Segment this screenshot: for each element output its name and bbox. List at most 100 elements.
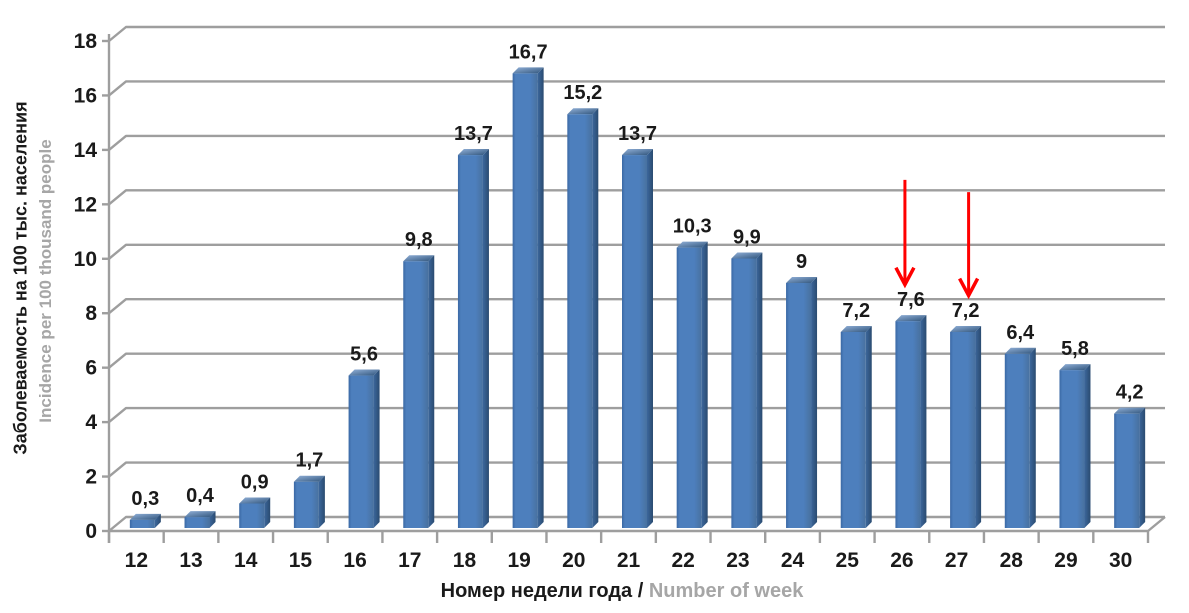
annotation-arrow-week-27: [958, 192, 980, 300]
gridline: [108, 461, 1165, 478]
x-tick-label: 15: [289, 549, 313, 572]
y-tick-label: 14: [74, 139, 98, 162]
bar-side-face: [373, 369, 380, 528]
bar-week-17: [403, 255, 435, 528]
annotation-arrow-week-26: [894, 179, 916, 289]
bar-top-face: [457, 149, 489, 156]
x-tick-label: 30: [1109, 549, 1132, 572]
bar-week-18: [457, 149, 489, 529]
bar-top-face: [512, 67, 544, 74]
arrow-head: [894, 266, 916, 289]
x-axis-title-english: Number of week: [648, 580, 804, 602]
bar-side-face: [154, 513, 161, 528]
bar-value-label: 7,2: [842, 300, 870, 322]
y-tick-label: 12: [74, 193, 97, 216]
bar-value-label: 7,2: [952, 300, 980, 322]
bar-top-face: [403, 255, 435, 262]
x-tick-label: 23: [726, 549, 749, 572]
gridline: [108, 80, 1165, 97]
x-tick-label: 26: [890, 549, 913, 572]
x-tick-label: 12: [125, 549, 148, 572]
x-axis-title: Номер недели года / Number of week: [441, 580, 804, 603]
bar-side-face: [701, 241, 708, 528]
bar-side-face: [592, 108, 599, 528]
y-tick-label: 8: [85, 302, 97, 325]
bar-front-face: [293, 481, 319, 528]
gridline: [108, 243, 1165, 260]
bar-top-face: [239, 497, 271, 504]
x-tick-label: 14: [234, 549, 258, 572]
bar-top-face: [840, 326, 872, 332]
bar-week-23: [731, 252, 763, 528]
bar-front-face: [348, 375, 374, 528]
bar-week-22: [676, 241, 708, 528]
gridline: [108, 189, 1165, 206]
bar-top-face: [348, 369, 380, 376]
bar-week-24: [786, 277, 818, 528]
y-axis-title-russian: Заболеваемость на 100 тыс. населения: [10, 101, 31, 455]
bar-value-label: 4,2: [1116, 382, 1144, 404]
bar-front-face: [512, 73, 538, 528]
bar-value-label: 16,7: [509, 41, 548, 63]
x-tick-label: 16: [343, 549, 366, 572]
bar-front-face: [184, 517, 210, 528]
bar-top-face: [731, 252, 763, 259]
bar-front-face: [567, 114, 593, 528]
bar-top-face: [1004, 347, 1036, 354]
bar-week-12: [129, 513, 161, 528]
bar-top-face: [293, 475, 325, 482]
x-tick-label: 17: [398, 549, 421, 572]
bar-value-label: 5,8: [1061, 338, 1089, 360]
bar-front-face: [1004, 353, 1030, 528]
bar-side-face: [1084, 364, 1091, 528]
bar-front-face: [457, 155, 483, 529]
bar-value-label: 1,7: [295, 450, 323, 472]
gridline: [108, 25, 1165, 42]
bar-side-face: [647, 149, 653, 529]
bar-front-face: [403, 261, 429, 528]
x-tick-label: 21: [617, 549, 641, 572]
bar-top-face: [1114, 407, 1146, 414]
x-tick-label: 28: [1000, 549, 1024, 572]
y-tick-label: 16: [74, 84, 97, 107]
bar-side-face: [975, 326, 982, 528]
bar-week-28: [1004, 347, 1036, 528]
bar-value-label: 13,7: [454, 123, 493, 145]
bar-top-face: [676, 241, 708, 248]
y-tick-label: 6: [85, 357, 97, 380]
bar-week-13: [184, 511, 216, 528]
bar-front-face: [1114, 413, 1140, 528]
bar-side-face: [756, 252, 763, 528]
bar-front-face: [239, 503, 265, 528]
bar-week-27: [950, 326, 982, 528]
x-tick-label: 18: [453, 549, 477, 572]
bar-side-face: [537, 67, 544, 528]
x-tick-label: 19: [507, 549, 530, 572]
bar-front-face: [676, 247, 702, 528]
bar-side-face: [264, 497, 271, 528]
bar-front-face: [895, 321, 921, 528]
bar-week-20: [567, 108, 599, 528]
bar-top-face: [129, 513, 161, 520]
bar-top-face: [786, 277, 818, 283]
bar-top-face: [184, 511, 216, 518]
bar-value-label: 6,4: [1006, 322, 1035, 344]
gridline: [108, 352, 1165, 369]
gridline: [108, 298, 1165, 315]
bar-value-label: 9,9: [733, 227, 761, 249]
x-tick-label: 22: [672, 549, 695, 572]
floor-back-line: [108, 515, 1165, 532]
x-tick-label: 29: [1054, 549, 1077, 572]
bar-front-face: [950, 332, 976, 528]
bar-side-face: [482, 149, 489, 529]
bar-week-26: [895, 315, 927, 528]
bar-side-face: [1029, 347, 1036, 528]
y-tick-label: 4: [85, 411, 97, 434]
x-axis-title-russian: Номер недели года /: [440, 580, 644, 602]
x-tick-label: 24: [781, 549, 805, 572]
bar-value-label: 9: [796, 251, 807, 273]
arrow-head: [958, 277, 980, 300]
bar-week-16: [348, 369, 380, 528]
bar-side-face: [1139, 407, 1146, 528]
